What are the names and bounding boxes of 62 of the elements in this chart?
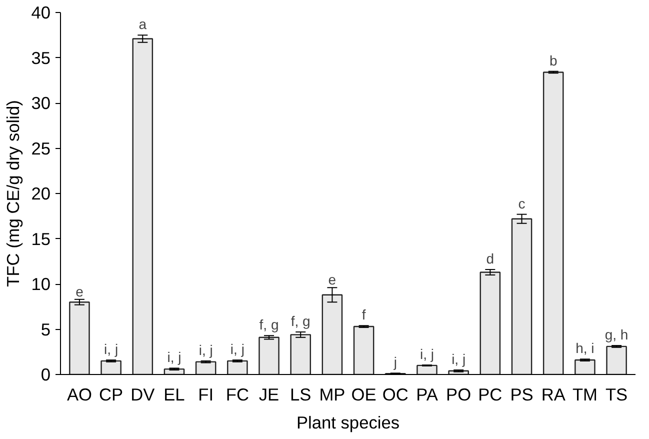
bar: [290, 334, 312, 374]
bar: [100, 360, 122, 374]
y-tick-label: 10: [31, 274, 51, 294]
x-tick-label: MP: [319, 384, 346, 404]
x-tick-label: PC: [478, 384, 502, 404]
x-tick-label: TS: [605, 384, 628, 404]
x-tick-label: EL: [164, 384, 186, 404]
bar: [258, 336, 280, 374]
x-tick-label: FI: [198, 384, 214, 404]
bar: [353, 326, 374, 374]
y-tick-label: 5: [40, 319, 51, 340]
annotation: d: [486, 250, 494, 267]
y-tick-label: 0: [40, 364, 51, 384]
bar: [606, 346, 627, 374]
annotation: c: [518, 195, 526, 212]
annotation: i, j: [452, 350, 466, 367]
annotation: f, g: [259, 316, 279, 333]
y-tick-label: 15: [31, 228, 51, 249]
x-tick-label: CP: [99, 384, 124, 404]
annotation: i, j: [104, 341, 118, 358]
x-tick-label: PO: [446, 384, 472, 404]
bar: [69, 302, 90, 374]
x-tick-label: OE: [351, 384, 376, 404]
annotation: b: [549, 52, 558, 68]
bar: [227, 360, 248, 374]
x-tick-label: PA: [416, 384, 438, 404]
x-tick-label: PS: [510, 384, 534, 404]
y-tick-label: 20: [31, 184, 51, 204]
annotation: i, j: [230, 341, 244, 358]
annotation: g, h: [604, 326, 628, 343]
x-tick-label: OC: [382, 384, 408, 404]
annotation: a: [138, 16, 147, 32]
annotation: i, j: [167, 349, 182, 366]
y-axis-title: TFC (mg CE/g dry solid): [3, 100, 24, 287]
annotation: e: [76, 283, 84, 300]
annotation: f: [362, 306, 366, 323]
bar: [322, 294, 343, 374]
bar: [574, 359, 596, 374]
x-axis-title: Plant species: [296, 412, 400, 432]
y-tick-label: 40: [31, 2, 51, 22]
annotation: e: [328, 272, 336, 288]
bar: [542, 72, 564, 374]
x-tick-label: TM: [572, 384, 598, 404]
y-tick-label: 30: [31, 93, 51, 113]
annotation: f, g: [290, 312, 310, 329]
x-tick-label: LS: [290, 384, 312, 404]
annotation: i, j: [198, 342, 213, 358]
x-tick-label: DV: [130, 384, 156, 404]
bar: [416, 364, 438, 374]
x-tick-label: AO: [66, 384, 92, 404]
annotation: i, j: [420, 346, 434, 362]
bar: [195, 361, 216, 374]
bar: [480, 272, 501, 374]
x-tick-label: RA: [541, 384, 566, 404]
annotation: h, i: [576, 340, 594, 356]
bar: [511, 218, 532, 374]
annotation: j: [392, 354, 397, 370]
y-tick-label: 35: [31, 48, 51, 68]
x-tick-label: JE: [258, 384, 280, 404]
x-tick-label: FC: [226, 384, 249, 404]
bar: [132, 38, 154, 374]
y-tick-label: 25: [31, 138, 51, 158]
